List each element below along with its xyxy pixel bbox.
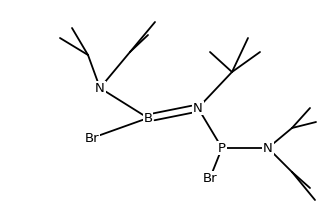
Text: B: B [143,112,153,125]
Text: Br: Br [85,132,99,145]
Text: N: N [193,101,203,114]
Text: Br: Br [203,172,217,185]
Text: N: N [263,141,273,154]
Text: N: N [95,81,105,95]
Text: P: P [218,141,226,154]
